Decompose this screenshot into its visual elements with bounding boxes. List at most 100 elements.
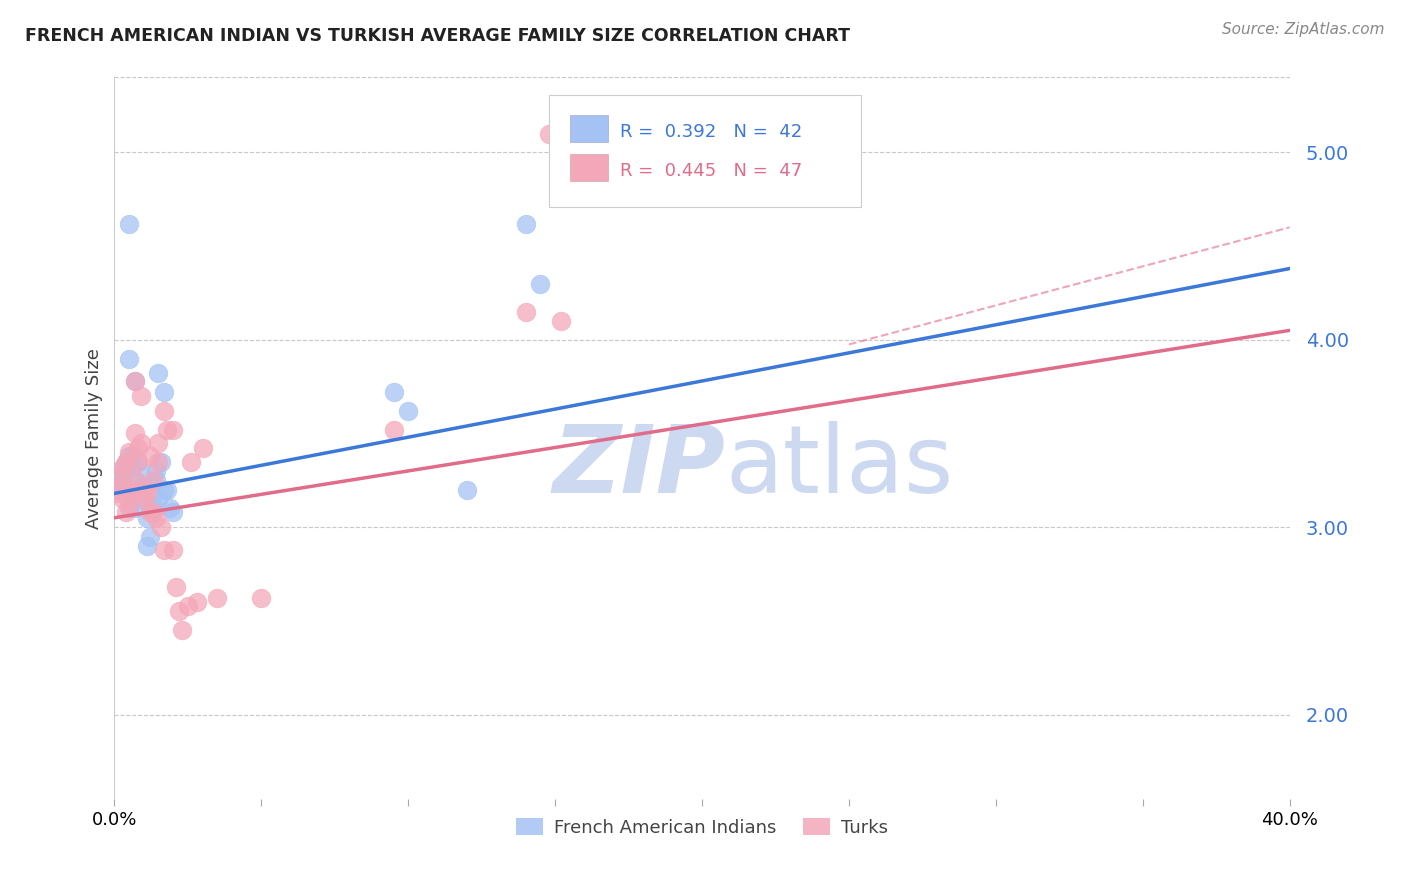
Point <box>396 404 419 418</box>
Point <box>121 449 143 463</box>
Point <box>148 435 170 450</box>
Text: atlas: atlas <box>725 421 953 513</box>
Point <box>129 464 152 478</box>
Point <box>148 454 170 468</box>
Point <box>105 486 128 500</box>
Point <box>529 277 551 291</box>
Point <box>112 460 135 475</box>
Point <box>105 483 128 497</box>
Point <box>129 435 152 450</box>
Point <box>112 491 135 506</box>
Point <box>165 580 187 594</box>
Point <box>156 483 179 497</box>
Point <box>129 389 152 403</box>
FancyBboxPatch shape <box>550 95 860 207</box>
Point <box>127 454 149 468</box>
Point <box>142 473 165 487</box>
Text: FRENCH AMERICAN INDIAN VS TURKISH AVERAGE FAMILY SIZE CORRELATION CHART: FRENCH AMERICAN INDIAN VS TURKISH AVERAG… <box>25 27 851 45</box>
Point <box>132 491 155 506</box>
Point <box>138 501 160 516</box>
Point <box>110 473 132 487</box>
Point <box>148 491 170 506</box>
Point <box>250 591 273 606</box>
Point <box>124 374 146 388</box>
Point <box>180 454 202 468</box>
Point <box>145 510 167 524</box>
Point <box>150 520 173 534</box>
Point <box>191 442 214 456</box>
Point <box>124 426 146 441</box>
Point <box>159 501 181 516</box>
Point <box>138 505 160 519</box>
Point <box>138 529 160 543</box>
Point <box>515 304 537 318</box>
Point <box>515 217 537 231</box>
Point <box>118 217 141 231</box>
Point <box>156 423 179 437</box>
Point <box>186 595 208 609</box>
Point <box>129 491 152 506</box>
Point <box>138 449 160 463</box>
Point <box>135 486 157 500</box>
Point <box>115 486 138 500</box>
Point <box>170 623 193 637</box>
Point <box>135 510 157 524</box>
Point <box>382 385 405 400</box>
Text: R =  0.392   N =  42: R = 0.392 N = 42 <box>620 122 801 141</box>
Legend: French American Indians, Turks: French American Indians, Turks <box>509 811 896 844</box>
Point <box>118 498 141 512</box>
Point <box>118 351 141 366</box>
Point <box>456 483 478 497</box>
Point <box>177 599 200 613</box>
Point <box>127 454 149 468</box>
Point <box>145 464 167 478</box>
Point <box>167 604 190 618</box>
Point <box>538 127 561 141</box>
Point <box>153 483 176 497</box>
Point <box>115 454 138 468</box>
Point <box>110 464 132 478</box>
Point <box>142 505 165 519</box>
Point <box>121 483 143 497</box>
Point <box>150 454 173 468</box>
Point <box>162 542 184 557</box>
Point <box>132 479 155 493</box>
Point <box>124 501 146 516</box>
Point <box>124 473 146 487</box>
Point <box>127 442 149 456</box>
Point <box>121 486 143 500</box>
Point <box>115 454 138 468</box>
Point <box>153 404 176 418</box>
Point <box>142 505 165 519</box>
Point <box>148 367 170 381</box>
Point <box>382 423 405 437</box>
FancyBboxPatch shape <box>571 114 607 142</box>
Point <box>135 539 157 553</box>
Text: Source: ZipAtlas.com: Source: ZipAtlas.com <box>1222 22 1385 37</box>
Point <box>118 449 141 463</box>
Text: R =  0.445   N =  47: R = 0.445 N = 47 <box>620 162 801 180</box>
Point <box>124 473 146 487</box>
Point <box>153 542 176 557</box>
FancyBboxPatch shape <box>571 154 607 181</box>
Point <box>132 483 155 497</box>
Point <box>121 460 143 475</box>
Point <box>145 473 167 487</box>
Point <box>124 374 146 388</box>
Y-axis label: Average Family Size: Average Family Size <box>86 348 103 529</box>
Text: ZIP: ZIP <box>553 421 725 513</box>
Point <box>112 479 135 493</box>
Point <box>207 591 229 606</box>
Point <box>118 445 141 459</box>
Point <box>162 423 184 437</box>
Point <box>110 467 132 482</box>
Point <box>127 483 149 497</box>
Point <box>153 385 176 400</box>
Point <box>112 467 135 482</box>
Point <box>550 314 572 328</box>
Point <box>110 479 132 493</box>
Point <box>162 505 184 519</box>
Point <box>118 501 141 516</box>
Point <box>115 505 138 519</box>
Point <box>142 498 165 512</box>
